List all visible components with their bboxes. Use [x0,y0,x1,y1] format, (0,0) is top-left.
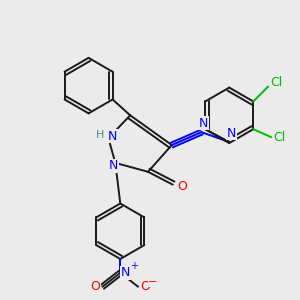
Text: N: N [199,117,208,130]
Text: N: N [226,127,236,140]
Text: H: H [96,130,105,140]
Text: N: N [109,159,118,172]
Text: N: N [108,130,117,142]
Text: Cl: Cl [273,130,285,144]
Text: O: O [140,280,150,293]
Text: +: + [130,261,138,271]
Text: N: N [121,266,130,279]
Text: Cl: Cl [270,76,282,89]
Text: −: − [148,277,158,287]
Text: O: O [177,180,187,193]
Text: O: O [91,280,100,293]
